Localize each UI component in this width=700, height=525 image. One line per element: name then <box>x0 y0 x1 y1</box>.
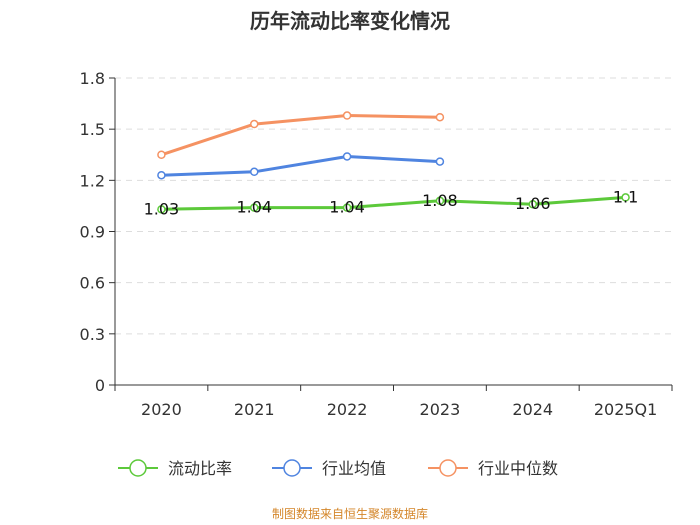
data-point <box>157 170 166 180</box>
legend-label: 行业均值 <box>322 459 386 478</box>
series-line <box>161 155 440 177</box>
data-point <box>342 111 352 120</box>
data-point <box>157 150 166 159</box>
data-point <box>250 203 259 212</box>
legend-marker <box>439 459 457 477</box>
legend: 流动比率 行业均值 行业中位数 <box>118 459 558 478</box>
series-line <box>161 195 626 211</box>
y-tick-label: 1.8 <box>80 69 105 88</box>
series-group <box>157 111 630 214</box>
grid-lines <box>115 77 672 335</box>
data-point <box>621 193 630 202</box>
data-label: 1.04 <box>329 198 365 217</box>
data-point <box>250 167 259 177</box>
axes: 0 0.3 0.6 0.9 1.2 1.5 1.8 2020 2021 2022 2023 2024 2… <box>80 69 673 419</box>
data-label: 1.1 <box>613 187 638 206</box>
data-label: 1.08 <box>422 191 458 210</box>
data-point <box>250 119 259 129</box>
x-tick-label: 2023 <box>420 400 461 419</box>
y-tick-label: 1.5 <box>80 120 105 139</box>
data-label: 1.04 <box>236 198 272 217</box>
x-tick-label: 2025Q1 <box>594 400 658 419</box>
x-tick-label: 2022 <box>327 400 368 419</box>
x-tick-label: 2024 <box>512 400 553 419</box>
data-labels: 1.03 1.04 1.04 1.08 1.06 1.1 <box>144 187 639 218</box>
y-tick-label: 1.2 <box>80 171 105 190</box>
data-point <box>342 203 352 212</box>
data-point <box>528 199 537 209</box>
x-tick-label: 2021 <box>234 400 275 419</box>
data-point <box>435 196 445 206</box>
source-note: 制图数据来自恒生聚源数据库 <box>272 506 428 521</box>
legend-marker <box>283 459 301 477</box>
y-tick-label: 0 <box>95 376 105 395</box>
data-label: 1.06 <box>515 194 551 213</box>
legend-marker <box>129 459 147 477</box>
data-label: 1.03 <box>144 199 180 218</box>
y-tick-label: 0.6 <box>80 274 105 293</box>
x-tick-label: 2020 <box>141 400 182 419</box>
data-point <box>435 157 445 166</box>
series-line <box>160 114 440 157</box>
y-tick-label: 0.3 <box>80 325 105 344</box>
data-point <box>157 205 166 214</box>
y-tick-label: 0.9 <box>80 223 105 242</box>
data-point <box>435 112 445 122</box>
legend-label: 流动比率 <box>168 459 232 478</box>
chart-title: 历年流动比率变化情况 <box>250 9 450 33</box>
data-point <box>342 152 352 161</box>
legend-label: 行业中位数 <box>478 459 558 478</box>
